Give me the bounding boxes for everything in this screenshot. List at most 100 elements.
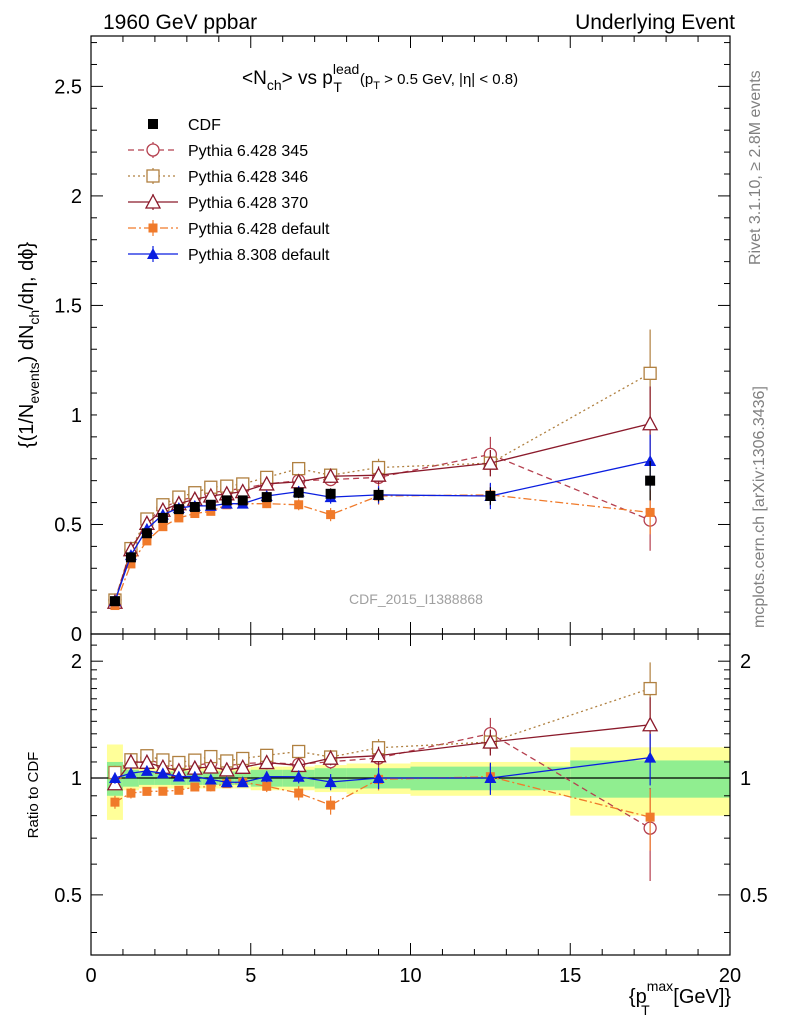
data-point bbox=[482, 454, 499, 470]
y-tick-label: 0.5 bbox=[54, 514, 82, 536]
ratio-point bbox=[236, 776, 249, 788]
data-point bbox=[370, 466, 387, 482]
ratio-point bbox=[142, 786, 152, 796]
mcplots-label: mcplots.cern.ch [arXiv:1306.3436] bbox=[751, 386, 768, 628]
data-point bbox=[262, 499, 272, 509]
data-point bbox=[373, 489, 384, 500]
ratio-point bbox=[206, 782, 216, 792]
data-point bbox=[644, 454, 657, 466]
data-point bbox=[643, 366, 657, 380]
x-tick-label: 10 bbox=[399, 965, 421, 987]
legend-item-p346: Pythia 6.428 346 bbox=[128, 168, 308, 186]
ratio-point bbox=[372, 772, 385, 784]
data-point bbox=[645, 475, 656, 486]
data-point bbox=[642, 415, 659, 431]
legend-item-p8: Pythia 8.308 default bbox=[128, 246, 330, 264]
ratio-point bbox=[324, 776, 337, 788]
y-axis-label: {(1/Nevents) dNch/dη, dϕ} bbox=[16, 242, 42, 449]
ratio-tick-label: 0.5 bbox=[54, 885, 82, 907]
legend-label: Pythia 6.428 346 bbox=[188, 169, 308, 186]
ratio-point bbox=[218, 761, 235, 777]
y-tick-label: 1.5 bbox=[54, 295, 82, 317]
data-point bbox=[158, 522, 168, 532]
x-axis-label: {pmax T [GeV]} bbox=[629, 978, 732, 1018]
x-tick-label: 5 bbox=[245, 965, 256, 987]
ratio-point bbox=[643, 681, 657, 696]
ratio-point bbox=[220, 776, 233, 788]
ratio-point bbox=[370, 747, 387, 763]
legend-item-p345: Pythia 6.428 345 bbox=[128, 142, 308, 160]
data-point bbox=[126, 559, 136, 569]
legend-marker bbox=[144, 193, 162, 209]
ratio-panel: 0 5 10 15 20 0.5 0.5 1 1 2 2 Ratio to CDF bbox=[25, 633, 768, 987]
data-point bbox=[325, 488, 336, 499]
ratio-point bbox=[484, 772, 497, 784]
ratio-point bbox=[294, 788, 304, 798]
ratio-point bbox=[172, 770, 185, 782]
ratio-point bbox=[108, 772, 121, 784]
main-panel: 0 0.5 1 1.5 2 2.5 CDF_2015_I1388868 <Nch> vs … bbox=[16, 35, 731, 646]
legend-label: Pythia 8.308 default bbox=[188, 247, 330, 264]
ratio-point bbox=[258, 754, 275, 770]
data-point bbox=[258, 475, 275, 491]
ratio-point bbox=[645, 812, 655, 822]
x-tick-label: 0 bbox=[85, 965, 96, 987]
series-p8 bbox=[108, 434, 657, 607]
legend-marker bbox=[148, 119, 158, 129]
legend-marker bbox=[147, 248, 159, 259]
data-point bbox=[125, 552, 136, 563]
ratio-y-label: Ratio to CDF bbox=[25, 752, 42, 839]
ratio-tick-label-right: 1 bbox=[740, 768, 751, 790]
plot-title: <Nch> vs plead T (pT > 0.5 GeV, |η| < 0.8) bbox=[242, 61, 518, 95]
ratio-point bbox=[158, 786, 168, 796]
legend-marker bbox=[146, 169, 160, 183]
ratio-tick-label: 2 bbox=[71, 651, 82, 673]
data-point bbox=[485, 491, 496, 501]
ratio-point bbox=[322, 749, 339, 765]
y-tick-label: 2.5 bbox=[54, 76, 82, 98]
series-cdf bbox=[109, 460, 656, 607]
y-tick-label: 1 bbox=[71, 405, 82, 427]
legend-item-cdf: CDF bbox=[148, 117, 221, 134]
data-point bbox=[190, 509, 200, 519]
legend-marker bbox=[146, 143, 160, 157]
ratio-point bbox=[262, 781, 272, 791]
ratio-point bbox=[190, 782, 200, 792]
ratio-line-p346 bbox=[114, 687, 651, 774]
data-point bbox=[109, 596, 120, 607]
data-point bbox=[294, 500, 304, 510]
legend-label: Pythia 6.428 370 bbox=[188, 195, 308, 212]
legend-item-p370: Pythia 6.428 370 bbox=[128, 193, 308, 212]
ratio-point bbox=[156, 767, 169, 779]
ratio-point bbox=[644, 751, 657, 763]
data-point bbox=[237, 495, 248, 506]
legend-label: Pythia 6.428 default bbox=[188, 221, 330, 238]
watermark: CDF_2015_I1388868 bbox=[349, 591, 483, 607]
ratio-point bbox=[292, 770, 305, 782]
data-point bbox=[261, 492, 272, 503]
ratio-point bbox=[110, 797, 120, 807]
x-tick-label: 15 bbox=[559, 965, 581, 987]
ratio-point bbox=[326, 800, 336, 810]
rivet-label: Rivet 3.1.10, ≥ 2.8M events bbox=[747, 70, 764, 265]
ratio-point bbox=[642, 716, 659, 732]
ratio-point bbox=[234, 758, 251, 774]
data-point bbox=[221, 495, 232, 506]
ratio-series-p370 bbox=[106, 697, 659, 791]
legend: CDF Pythia 6.428 345 Pythia 6.428 346 Pythi… bbox=[128, 117, 330, 264]
data-point bbox=[206, 506, 216, 516]
header-left: 1960 GeV ppbar bbox=[103, 11, 257, 34]
legend-label: Pythia 6.428 345 bbox=[188, 143, 308, 160]
data-point bbox=[142, 536, 152, 546]
ratio-point bbox=[482, 733, 499, 749]
data-point bbox=[157, 512, 168, 523]
main-frame bbox=[90, 35, 731, 635]
ratio-point bbox=[292, 744, 306, 759]
data-point bbox=[174, 513, 184, 523]
data-point bbox=[141, 528, 152, 539]
ratio-point bbox=[204, 773, 217, 785]
ratio-point bbox=[260, 770, 273, 782]
x-tick-label: 20 bbox=[719, 965, 741, 987]
data-point bbox=[326, 510, 336, 520]
